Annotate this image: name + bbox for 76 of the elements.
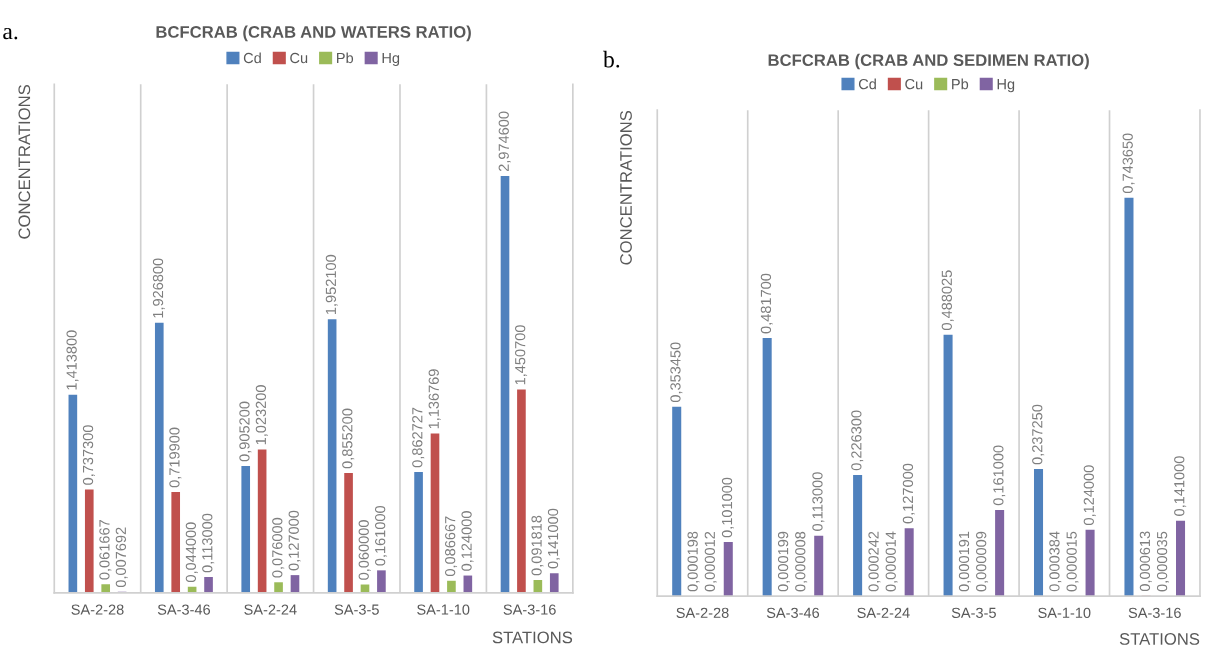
data-label: 0,353450 (670, 342, 683, 403)
data-label: 0,737300 (82, 425, 95, 485)
data-label: 0,000009 (976, 531, 989, 592)
data-label: 0,127000 (288, 510, 301, 571)
x-tick-label: SA-1-10 (417, 604, 470, 615)
legend-label: Cd (858, 78, 876, 90)
legend-label: Pb (337, 52, 354, 64)
data-label: 0,481700 (760, 273, 773, 334)
data-label: 0,113000 (202, 513, 215, 573)
data-label: 0,124000 (461, 511, 474, 571)
data-label: 1,136769 (428, 369, 441, 429)
data-label: 0,161000 (993, 445, 1006, 506)
chart-title: BCFCRAB (CRAB AND WATERS RATIO) (156, 25, 471, 42)
data-label: 0,000199 (777, 531, 790, 592)
legend-label: Hg (382, 52, 400, 67)
chart-title: BCFCRAB (CRAB AND SEDIMEN RATIO) (768, 53, 1089, 70)
data-label: 1,023200 (255, 385, 268, 445)
data-label: 0,000035 (1156, 531, 1169, 592)
data-label: 0,044000 (185, 522, 198, 583)
data-label: 0,905200 (239, 401, 252, 462)
x-axis-title: STATIONS (1119, 633, 1200, 645)
data-label: 0,141000 (1174, 456, 1187, 516)
data-label: 0,226300 (851, 410, 864, 471)
x-tick-label: SA-3-46 (766, 607, 820, 618)
data-label: 0,061667 (99, 520, 112, 580)
data-label: 0,113000 (812, 472, 825, 531)
data-label: 0,719900 (169, 427, 182, 488)
data-label: 0,124000 (1083, 465, 1096, 525)
data-label: 0,000008 (795, 531, 808, 592)
x-tick-label: SA-2-24 (244, 604, 297, 615)
data-label: 0,000012 (704, 531, 717, 592)
data-label: 0,000242 (868, 531, 881, 592)
x-tick-label: SA-2-28 (71, 604, 124, 615)
data-label: 0,076000 (272, 517, 285, 578)
data-label: 0,141000 (547, 508, 560, 569)
data-label: 0,000384 (1049, 531, 1062, 592)
y-axis-title: CONCENTRATIONS (18, 85, 31, 239)
data-label: 0,000198 (687, 531, 700, 592)
data-label: 0,000014 (885, 531, 898, 592)
x-tick-label: SA-3-5 (951, 607, 996, 618)
legend-label: Cu (905, 78, 923, 90)
x-tick-label: SA-3-16 (503, 604, 556, 615)
data-label: 0,000015 (1066, 531, 1079, 592)
data-label: 0,091818 (531, 515, 544, 576)
x-tick-label: SA-3-5 (334, 604, 379, 615)
legend-label: Pb (952, 78, 969, 90)
data-label: 0,060000 (358, 520, 371, 580)
data-label: 0,086667 (445, 516, 458, 577)
legend-label: Cd (243, 52, 261, 64)
data-label: 0,743650 (1122, 133, 1135, 194)
data-label: 0,000613 (1139, 531, 1152, 592)
data-label: 2,974600 (498, 111, 511, 172)
legend-label: Hg (997, 79, 1015, 93)
x-tick-label: SA-2-24 (857, 607, 910, 618)
x-tick-label: SA-3-16 (1128, 607, 1181, 618)
data-label: 0,127000 (902, 463, 915, 524)
x-axis-title: STATIONS (492, 631, 573, 644)
data-label: 0,007692 (115, 527, 128, 588)
data-label: 0,161000 (375, 505, 388, 566)
data-label: 0,855200 (342, 408, 355, 469)
data-label: 1,926800 (152, 258, 165, 318)
data-label: 1,952100 (325, 254, 338, 315)
x-tick-label: SA-1-10 (1038, 607, 1091, 618)
data-label: 0,488025 (941, 270, 954, 330)
data-label: 1,450700 (515, 325, 528, 385)
x-tick-label: SA-2-28 (676, 607, 729, 618)
text: b. (603, 50, 620, 68)
text: a. (3, 27, 18, 40)
y-axis-title: CONCENTRATIONS (620, 110, 632, 265)
legend-label: Cu (290, 52, 308, 64)
data-label: 0,101000 (721, 477, 734, 538)
data-label: 0,237250 (1032, 404, 1045, 465)
data-label: 0,000191 (958, 531, 971, 592)
x-tick-label: SA-3-46 (157, 604, 211, 615)
data-label: 0,862727 (412, 407, 425, 468)
data-label: 1,413800 (66, 330, 79, 390)
